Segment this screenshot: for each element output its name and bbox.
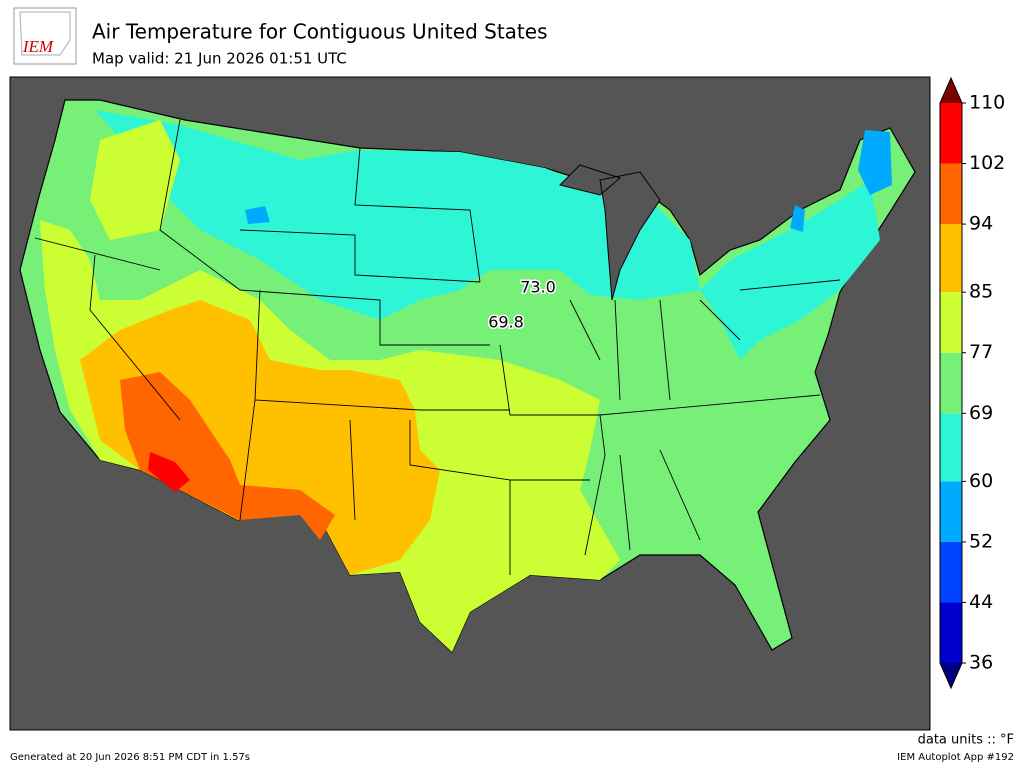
- contour-label: 69.8: [488, 313, 524, 332]
- colorbar-tick-label: 102: [969, 152, 1005, 174]
- colorbar-under: [940, 663, 962, 688]
- colorbar-segment: [940, 103, 962, 164]
- colorbar-tick-label: 69: [969, 402, 993, 424]
- colorbar-tick-label: 60: [969, 470, 993, 492]
- state-borders: [34, 119, 841, 575]
- colorbar-tick-label: 110: [969, 92, 1005, 114]
- units-label: data units :: °F: [918, 733, 1014, 748]
- colorbar-segment: [940, 224, 962, 293]
- colorbar-tick-label: 52: [969, 530, 993, 552]
- logo-outline: [19, 11, 71, 56]
- colorbar-segment: [940, 413, 962, 482]
- colorbar-tick-label: 77: [969, 341, 993, 363]
- warm-northwest: [90, 120, 180, 240]
- colorbar: 36 44 52 60 69 77 85 94 102 110: [939, 76, 1005, 690]
- colorbar-segment: [940, 163, 962, 225]
- colorbar-tick-label: 85: [969, 281, 993, 303]
- colorbar-tick-label: 44: [969, 591, 993, 613]
- colorbar-segment: [940, 352, 962, 414]
- extreme-hot: [148, 452, 190, 492]
- footer-generated: Generated at 20 Jun 2026 8:51 PM CDT in …: [10, 752, 250, 763]
- colorbar-tick-label: 94: [969, 213, 993, 235]
- cool-northeast: [700, 180, 880, 360]
- subtitle: Map valid: 21 Jun 2026 01:51 UTC: [92, 50, 347, 68]
- title: Air Temperature for Contiguous United St…: [92, 20, 548, 44]
- great-lakes: [559, 164, 661, 301]
- colorbar-segment: [940, 292, 962, 353]
- colorbar-over: [940, 78, 962, 103]
- footer-app: IEM Autoplot App #192: [897, 752, 1014, 763]
- hot-southwest: [80, 300, 440, 575]
- very-hot: [120, 372, 335, 540]
- colorbar-segment: [940, 541, 962, 603]
- cool-north: [95, 110, 700, 320]
- map: 73.0 69.8: [9, 76, 931, 731]
- colorbar-tick-label: 36: [969, 652, 993, 674]
- colorbar-segment: [940, 481, 962, 542]
- contour-label: 73.0: [520, 278, 556, 297]
- colorbar-segment: [940, 602, 962, 663]
- logo-text: IEM: [22, 37, 54, 56]
